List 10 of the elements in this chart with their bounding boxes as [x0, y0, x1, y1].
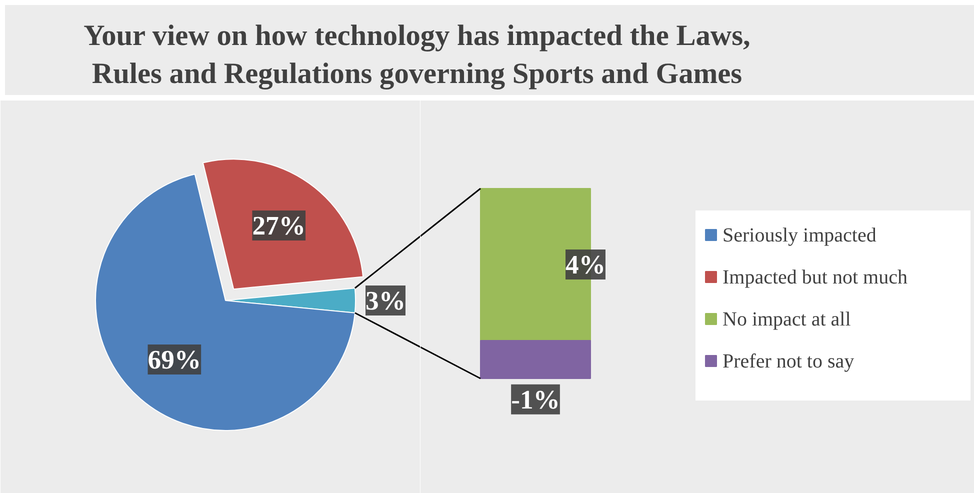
data-label: -1%	[511, 384, 560, 414]
legend-label: No impact at all	[722, 308, 852, 330]
data-label: 4%	[566, 250, 606, 280]
chart-title: Your view on how technology has impacted the Laws, Rules and Regulations governing Sports and Games	[82, 19, 752, 92]
legend-label: Impacted but not much	[722, 266, 908, 288]
data-label: 69%	[148, 344, 202, 374]
legend-label: Prefer not to say	[722, 350, 854, 372]
data-label: 3%	[366, 286, 406, 316]
legend-label: Seriously impacted	[722, 224, 876, 246]
data-label: 27%	[252, 210, 306, 241]
